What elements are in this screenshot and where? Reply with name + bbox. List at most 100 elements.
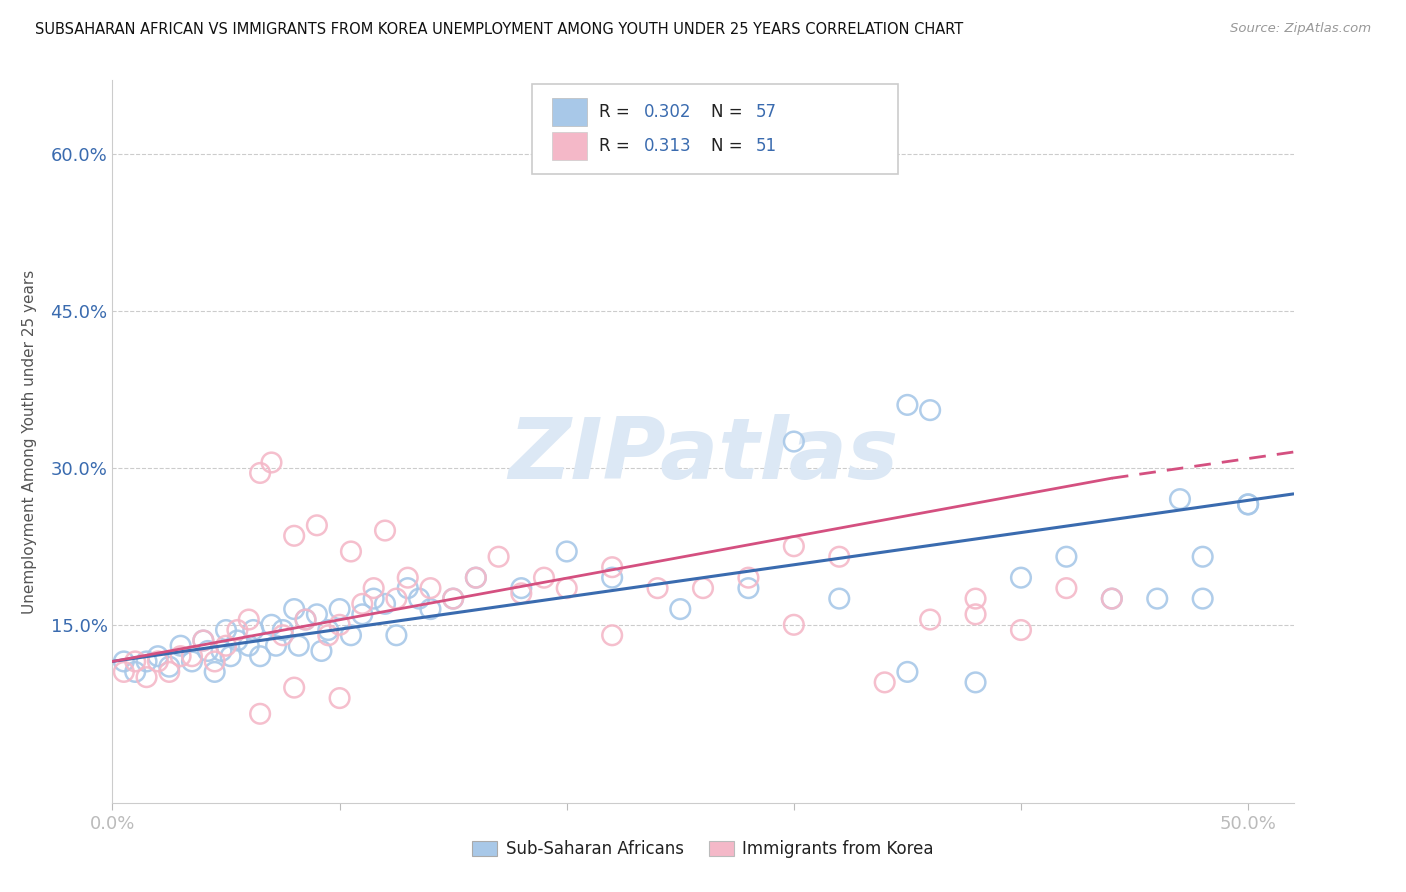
Point: [169, 639, 191, 653]
Point: [385, 591, 408, 606]
Point: [311, 644, 333, 658]
Point: [294, 613, 316, 627]
Point: [329, 691, 352, 706]
Point: [249, 649, 271, 664]
Point: [1054, 549, 1077, 564]
Point: [363, 581, 385, 595]
Point: [647, 581, 669, 595]
Point: [124, 655, 146, 669]
Point: [737, 571, 759, 585]
Point: [352, 607, 374, 622]
Text: SUBSAHARAN AFRICAN VS IMMIGRANTS FROM KOREA UNEMPLOYMENT AMONG YOUTH UNDER 25 YE: SUBSAHARAN AFRICAN VS IMMIGRANTS FROM KO…: [35, 22, 963, 37]
Point: [828, 549, 851, 564]
Point: [264, 639, 287, 653]
Point: [169, 649, 191, 664]
Point: [249, 706, 271, 721]
Point: [352, 597, 374, 611]
Point: [260, 617, 283, 632]
Point: [510, 581, 533, 595]
Point: [441, 591, 464, 606]
Point: [226, 623, 249, 637]
Point: [242, 623, 264, 637]
Point: [374, 597, 396, 611]
Point: [1010, 623, 1032, 637]
Point: [329, 617, 352, 632]
Point: [896, 398, 918, 412]
Point: [294, 613, 316, 627]
Point: [135, 670, 157, 684]
Text: ZIPatlas: ZIPatlas: [508, 415, 898, 498]
Point: [965, 607, 987, 622]
Point: [510, 586, 533, 600]
Point: [204, 665, 226, 679]
Point: [828, 591, 851, 606]
Point: [737, 581, 759, 595]
Point: [385, 628, 408, 642]
Text: 57: 57: [756, 103, 778, 121]
Point: [555, 581, 578, 595]
Point: [669, 602, 692, 616]
Point: [181, 649, 204, 664]
Point: [1191, 591, 1213, 606]
Point: [464, 571, 486, 585]
Point: [204, 655, 226, 669]
Point: [896, 665, 918, 679]
Point: [316, 628, 339, 642]
Point: [157, 665, 180, 679]
Point: [419, 581, 441, 595]
Point: [340, 628, 363, 642]
Point: [124, 665, 146, 679]
Point: [965, 675, 987, 690]
Point: [305, 607, 328, 622]
Point: [920, 403, 942, 417]
Point: [408, 591, 430, 606]
Point: [600, 560, 623, 574]
Point: [283, 681, 305, 695]
Point: [692, 581, 714, 595]
Point: [193, 633, 215, 648]
Point: [305, 518, 328, 533]
Text: Source: ZipAtlas.com: Source: ZipAtlas.com: [1230, 22, 1371, 36]
Point: [238, 613, 260, 627]
Point: [271, 623, 294, 637]
Point: [211, 644, 233, 658]
Point: [283, 602, 305, 616]
Point: [600, 571, 623, 585]
Point: [1010, 571, 1032, 585]
Point: [1054, 581, 1077, 595]
Point: [783, 434, 806, 449]
Point: [181, 655, 204, 669]
Point: [226, 633, 249, 648]
Point: [329, 602, 352, 616]
Text: R =: R =: [599, 137, 636, 155]
Point: [396, 571, 419, 585]
Point: [238, 639, 260, 653]
Point: [146, 649, 169, 664]
Point: [464, 571, 486, 585]
Point: [112, 665, 135, 679]
Point: [287, 639, 309, 653]
Point: [419, 602, 441, 616]
Point: [215, 639, 238, 653]
Point: [1237, 497, 1260, 511]
Point: [396, 581, 419, 595]
Y-axis label: Unemployment Among Youth under 25 years: Unemployment Among Youth under 25 years: [21, 269, 37, 614]
Point: [215, 623, 238, 637]
Point: [555, 544, 578, 558]
Point: [316, 623, 339, 637]
FancyBboxPatch shape: [551, 132, 588, 160]
Text: 0.302: 0.302: [644, 103, 692, 121]
Point: [1168, 492, 1191, 507]
Point: [197, 644, 219, 658]
Point: [340, 544, 363, 558]
Point: [271, 628, 294, 642]
Text: N =: N =: [711, 103, 748, 121]
Point: [488, 549, 510, 564]
Point: [441, 591, 464, 606]
Text: R =: R =: [599, 103, 636, 121]
Point: [533, 571, 555, 585]
Text: N =: N =: [711, 137, 748, 155]
Point: [157, 659, 180, 673]
Point: [873, 675, 896, 690]
Point: [193, 633, 215, 648]
